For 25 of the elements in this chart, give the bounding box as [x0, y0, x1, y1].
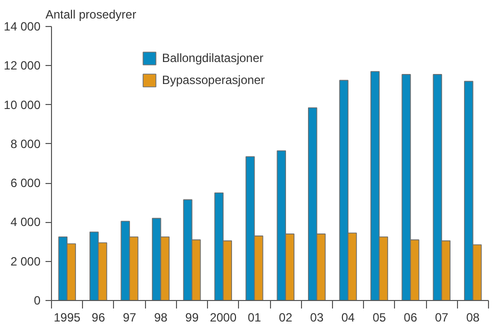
x-tick-label: 1995 — [54, 310, 81, 324]
x-tick-label: 96 — [92, 310, 106, 324]
y-tick-label: 6 000 — [10, 176, 41, 190]
x-tick-label: 99 — [185, 310, 199, 324]
x-tick-label: 03 — [310, 310, 324, 324]
y-tick-label: 8 000 — [10, 136, 41, 151]
x-tick-label: 02 — [278, 310, 293, 324]
x-tick-label: 04 — [341, 310, 356, 324]
y-tick-label: 14 000 — [4, 20, 41, 34]
legend-label: Bypassoperasjoner — [162, 73, 265, 87]
x-tick-label: 98 — [154, 310, 168, 324]
y-axis-title: Antall prosedyrer — [46, 8, 136, 22]
legend-label: Ballongdilatasjoner — [162, 51, 264, 65]
y-tick-label: 0 — [34, 294, 41, 308]
y-tick-label: 10 000 — [4, 98, 41, 112]
y-tick-label: 4 000 — [10, 215, 41, 230]
x-tick-label: 06 — [404, 310, 418, 324]
x-tick-label: 08 — [466, 310, 480, 324]
x-tick-label: 97 — [122, 310, 137, 324]
x-tick-label: 2000 — [210, 310, 237, 324]
y-tick-label: 12 000 — [4, 58, 41, 73]
x-tick-label: 01 — [248, 310, 262, 324]
x-tick-label: 05 — [372, 310, 386, 324]
y-tick-label: 2 000 — [10, 254, 41, 268]
x-tick-label: 07 — [435, 310, 449, 324]
